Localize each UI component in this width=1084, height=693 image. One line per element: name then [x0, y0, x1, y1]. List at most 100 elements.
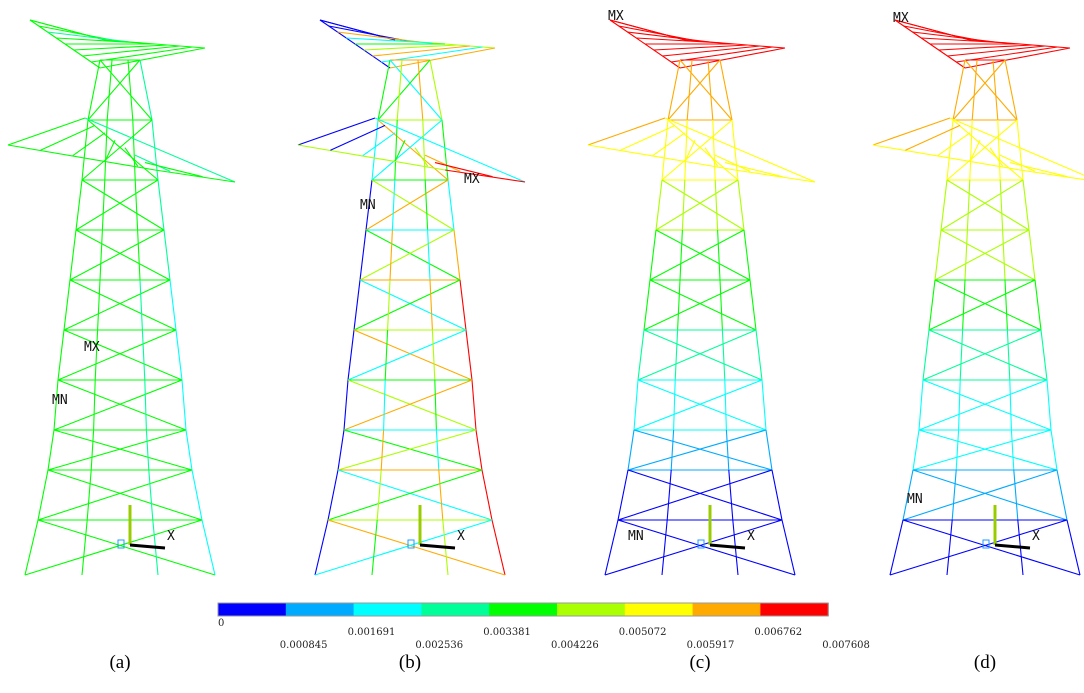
- member: [1000, 155, 1035, 171]
- panel-label: (d): [974, 652, 996, 673]
- member: [338, 430, 476, 470]
- member: [377, 470, 381, 520]
- member: [618, 470, 628, 520]
- member: [960, 330, 962, 380]
- member: [959, 380, 961, 430]
- member: [919, 380, 1047, 430]
- colorbar-label: 0.003381: [483, 627, 531, 638]
- member: [135, 180, 137, 230]
- member: [923, 330, 929, 380]
- member: [1035, 280, 1041, 330]
- member: [725, 380, 727, 430]
- member: [102, 180, 104, 230]
- member: [354, 280, 460, 330]
- max-marker: MX: [608, 9, 624, 24]
- member: [372, 120, 442, 180]
- member: [366, 180, 448, 230]
- member: [445, 170, 525, 182]
- member: [95, 330, 97, 380]
- min-marker: MN: [907, 492, 923, 507]
- member: [665, 118, 815, 182]
- member: [354, 280, 360, 330]
- member: [492, 520, 505, 575]
- member: [634, 380, 762, 430]
- member: [384, 380, 386, 430]
- member: [354, 330, 472, 380]
- colorbar-label: 0.005917: [687, 640, 735, 651]
- member: [1047, 380, 1051, 430]
- member: [149, 470, 153, 520]
- member: [344, 430, 482, 470]
- max-marker: MX: [464, 172, 480, 187]
- member: [152, 120, 158, 180]
- member: [87, 470, 91, 520]
- member: [330, 125, 385, 150]
- member: [73, 133, 105, 156]
- member: [348, 330, 354, 380]
- colorbar-label: 0.006762: [754, 627, 802, 638]
- member: [192, 470, 202, 520]
- member: [890, 520, 1067, 575]
- colorbar-label: 0.000845: [280, 640, 328, 651]
- member: [466, 330, 472, 380]
- member: [947, 120, 1017, 180]
- member: [435, 380, 437, 430]
- member: [953, 120, 1023, 180]
- member: [8, 145, 155, 170]
- member: [64, 330, 182, 380]
- member: [328, 470, 338, 520]
- member: [1005, 60, 1017, 120]
- member: [91, 430, 93, 470]
- member: [903, 520, 1080, 575]
- max-marker: MX: [84, 340, 100, 355]
- member: [82, 120, 152, 180]
- member: [685, 120, 687, 180]
- member: [732, 120, 738, 180]
- member: [360, 230, 366, 280]
- member: [903, 470, 1057, 520]
- member: [963, 280, 965, 330]
- member: [454, 230, 460, 280]
- member: [430, 60, 442, 120]
- member: [644, 280, 750, 330]
- member: [155, 170, 235, 182]
- member: [929, 280, 935, 330]
- member: [756, 330, 762, 380]
- member: [628, 430, 634, 470]
- member: [388, 280, 390, 330]
- axis-label: X: [747, 529, 755, 544]
- member: [140, 280, 142, 330]
- member: [638, 380, 766, 430]
- member: [315, 520, 492, 575]
- member: [715, 155, 750, 171]
- member: [668, 120, 738, 180]
- member: [415, 148, 428, 166]
- member: [588, 118, 665, 145]
- colorbar-segment: [286, 603, 354, 616]
- member: [476, 430, 482, 470]
- member: [142, 330, 144, 380]
- member: [650, 230, 744, 280]
- member: [105, 120, 107, 180]
- member: [70, 230, 76, 280]
- member: [138, 230, 140, 280]
- member: [164, 230, 170, 280]
- member: [713, 120, 715, 180]
- colorbar-segment: [354, 603, 422, 616]
- tower: [8, 20, 235, 575]
- member: [439, 470, 443, 520]
- member: [125, 148, 138, 166]
- member: [998, 120, 1000, 180]
- member: [372, 180, 454, 230]
- member: [1014, 470, 1018, 520]
- member: [653, 133, 685, 156]
- colorbar-label: 0.005072: [619, 627, 667, 638]
- member: [952, 470, 956, 520]
- member: [25, 520, 202, 575]
- max-marker: MX: [893, 11, 909, 26]
- member: [738, 180, 744, 230]
- member: [656, 230, 750, 280]
- member: [674, 380, 676, 430]
- member: [644, 330, 762, 380]
- member: [381, 430, 383, 470]
